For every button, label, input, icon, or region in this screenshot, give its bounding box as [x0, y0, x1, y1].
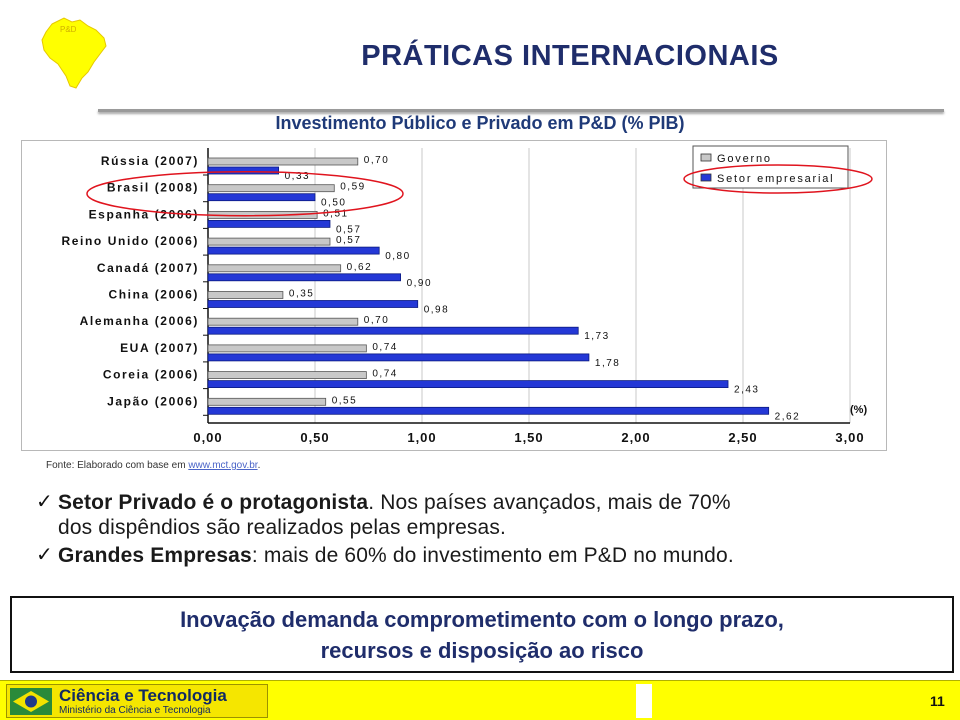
footer-divider	[636, 684, 652, 718]
title-divider	[98, 109, 944, 112]
bar	[207, 166, 280, 175]
category-label: China (2006)	[108, 288, 199, 302]
category-label: Alemanha (2006)	[80, 314, 199, 328]
legend-label: Governo	[717, 153, 772, 165]
footer-brand-name: Ciência e Tecnologia	[59, 686, 227, 705]
bar	[207, 344, 367, 353]
bullet-item: ✓ Setor Privado é o protagonista. Nos pa…	[36, 490, 956, 540]
bar	[207, 273, 402, 282]
legend-label: Setor empresarial	[717, 173, 834, 185]
bullet-text-line2: dos dispêndios são realizados pelas empr…	[58, 516, 507, 539]
bar	[207, 371, 367, 380]
bar	[207, 353, 590, 362]
data-label: 0,57	[336, 235, 361, 246]
bar	[207, 380, 729, 389]
x-tick-label: 0,00	[193, 430, 222, 445]
bullet-text: : mais de 60% do investimento em P&D no …	[251, 544, 734, 567]
data-label: 1,78	[595, 358, 620, 369]
brazil-flag-icon	[10, 688, 52, 715]
chart-source: Fonte: Elaborado com base em www.mct.gov…	[46, 460, 260, 471]
data-label: 0,70	[364, 155, 389, 166]
slide-title: PRÁTICAS INTERNACIONAIS	[361, 40, 779, 72]
bullet-item: ✓ Grandes Empresas: mais de 60% do inves…	[36, 543, 956, 568]
data-label: 2,62	[775, 411, 800, 422]
data-label: 0,74	[372, 342, 397, 353]
data-label: 0,90	[407, 278, 432, 289]
data-label: 0,55	[332, 395, 357, 406]
x-tick-label: 1,50	[514, 430, 543, 445]
brazil-map-logo: P&D	[41, 17, 107, 89]
x-tick-label: 1,00	[407, 430, 436, 445]
x-tick-label: 2,00	[621, 430, 650, 445]
legend-swatch	[700, 173, 712, 182]
bullet-bold: Grandes Empresas	[58, 544, 252, 567]
category-label: EUA (2007)	[120, 341, 199, 355]
rd-investment-bar-chart: 0,00 0,50 1,00 1,50 2,00 2,50 3,00 Rússia (2007…	[62, 145, 873, 445]
source-link[interactable]: www.mct.gov.br	[188, 460, 258, 471]
category-label: Japão (2006)	[107, 394, 199, 408]
highlight-ellipse-brasil	[86, 170, 404, 217]
bullet-bold: Setor Privado é o protagonista	[58, 491, 369, 514]
category-label: Coreia (2006)	[103, 368, 199, 382]
bar	[207, 264, 342, 273]
chart-heading: Investimento Público e Privado em P&D (%…	[275, 113, 685, 133]
bar	[207, 220, 331, 228]
data-label: 0,57	[336, 224, 361, 235]
data-label: 0,59	[340, 182, 365, 193]
bar	[207, 291, 284, 299]
bullet-list: ✓ Setor Privado é o protagonista. Nos pa…	[36, 490, 956, 571]
data-label: 0,33	[285, 171, 310, 182]
bar	[207, 406, 770, 415]
highlight-ellipse-legend	[683, 164, 873, 194]
data-label: 0,70	[364, 315, 389, 326]
x-tick-label: 2,50	[728, 430, 757, 445]
svg-text:P&D: P&D	[60, 25, 77, 34]
callout-line-2: recursos e disposição ao risco	[320, 638, 644, 663]
bar	[207, 300, 419, 308]
footer-brand: Ciência e Tecnologia Ministério da Ciênc…	[6, 684, 268, 718]
data-label: 0,80	[385, 251, 410, 262]
bar	[207, 246, 380, 255]
data-label: 0,35	[289, 289, 314, 300]
footer-brand-subtitle: Ministério da Ciência e Tecnologia	[59, 705, 211, 716]
key-message-box: Inovação demanda comprometimento com o l…	[10, 596, 954, 673]
category-label: Brasil (2008)	[107, 181, 199, 195]
data-label: 0,74	[372, 369, 397, 380]
category-label: Canadá (2007)	[97, 261, 199, 275]
bullet-text: . Nos países avançados, mais de 70%	[368, 491, 731, 514]
bar	[207, 184, 335, 193]
check-icon: ✓	[36, 491, 53, 513]
page-number: 11	[930, 693, 945, 709]
data-label: 0,98	[424, 305, 449, 316]
data-label: 2,43	[734, 385, 759, 396]
category-label: Reino Unido (2006)	[62, 234, 199, 248]
data-label: 0,51	[323, 208, 348, 219]
bar	[207, 317, 359, 326]
legend-swatch	[700, 153, 712, 162]
x-tick-label: 0,50	[300, 430, 329, 445]
bar	[207, 397, 327, 406]
bar	[207, 237, 331, 246]
category-label: Rússia (2007)	[101, 154, 199, 168]
unit-label: (%)	[850, 404, 867, 416]
bar	[207, 193, 316, 202]
source-text: Fonte: Elaborado com base em	[46, 460, 189, 471]
x-tick-label: 3,00	[835, 430, 864, 445]
bar	[207, 326, 579, 335]
bar	[207, 157, 359, 166]
category-label: Espanha (2006)	[89, 207, 199, 221]
data-label: 0,62	[347, 262, 372, 273]
source-suffix: .	[257, 460, 261, 471]
data-label: 1,73	[584, 331, 609, 342]
callout-line-1: Inovação demanda comprometimento com o l…	[180, 607, 784, 632]
data-label: 0,50	[321, 198, 346, 209]
check-icon: ✓	[36, 544, 53, 566]
